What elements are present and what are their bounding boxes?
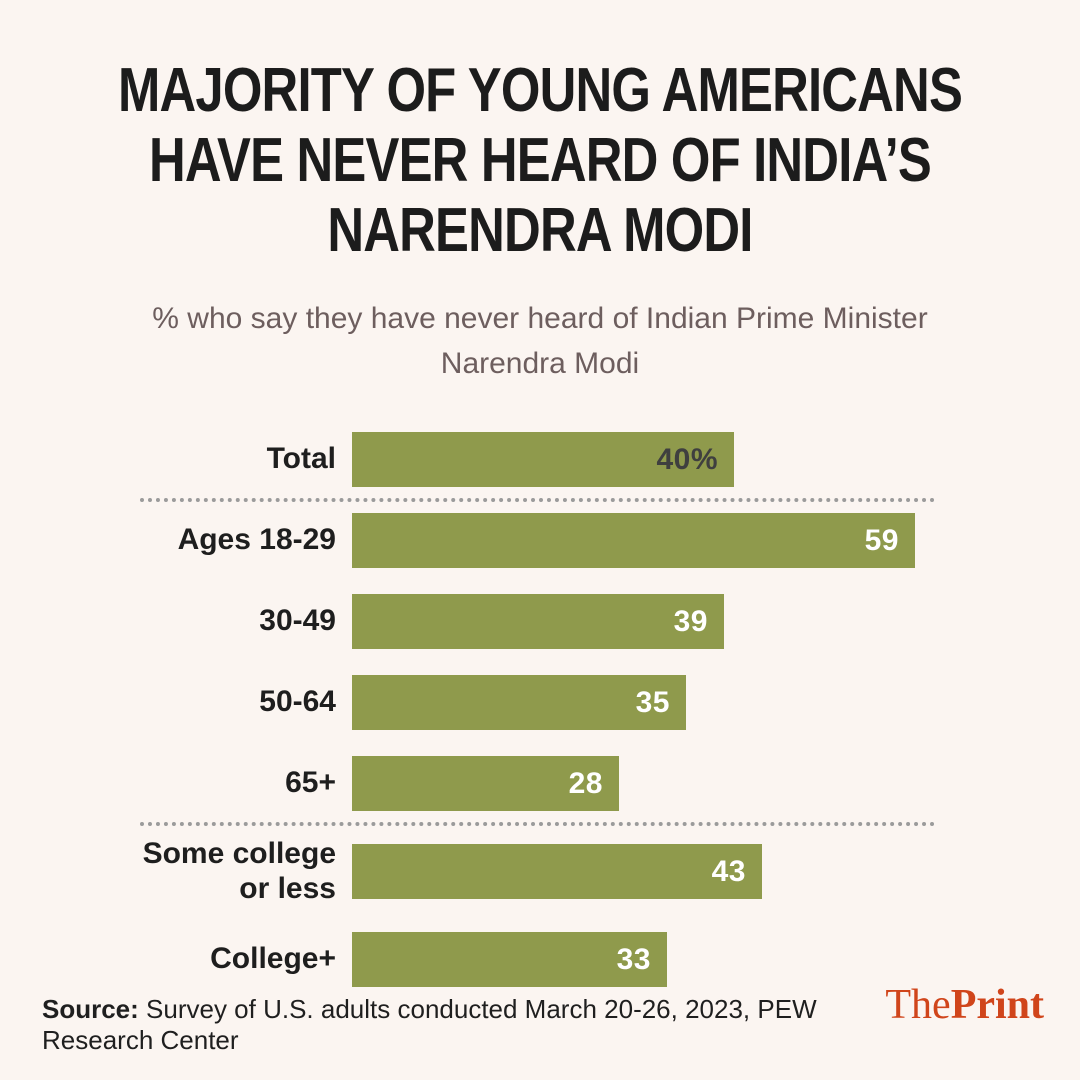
bar-chart: Total 40% Ages 18-29 59 30-49 39 50-64 35 65+ 28 S… [140, 432, 935, 988]
dotted-separator [140, 822, 935, 827]
bar: 40% [352, 432, 734, 488]
logo-print: Print [950, 982, 1044, 1028]
value-label: 39 [673, 604, 708, 638]
value-label: 35 [635, 685, 670, 719]
source-label: Source: [42, 994, 139, 1024]
value-label: 59 [864, 523, 899, 557]
category-label: College+ [210, 942, 336, 976]
chart-row: 65+ 28 [140, 756, 935, 812]
bar-track: 35 [352, 675, 935, 731]
category-label: Total [266, 442, 336, 476]
category-label: 50-64 [259, 685, 336, 719]
chart-row: Some college or less 43 [140, 837, 935, 906]
value-label: 40% [656, 442, 718, 476]
theprint-logo: ThePrint [885, 984, 1044, 1026]
category-label: Some college or less [142, 837, 336, 905]
category-label: Ages 18-29 [177, 523, 336, 557]
category-label: 30-49 [259, 604, 336, 638]
source-text: Survey of U.S. adults conducted March 20… [42, 994, 817, 1055]
bar-track: 43 [352, 844, 935, 900]
value-label: 43 [711, 854, 746, 888]
dotted-separator [140, 498, 935, 503]
chart-row: Ages 18-29 59 [140, 513, 935, 569]
footer: Source: Survey of U.S. adults conducted … [42, 984, 1044, 1056]
bar: 28 [352, 756, 619, 812]
chart-subtitle: % who say they have never heard of India… [152, 302, 928, 381]
category-label: 65+ [285, 766, 336, 800]
bar: 35 [352, 675, 686, 731]
bar-track: 33 [352, 932, 935, 988]
bar-track: 28 [352, 756, 935, 812]
value-label: 33 [616, 942, 651, 976]
bar-track: 59 [352, 513, 935, 569]
value-label: 28 [568, 766, 603, 800]
page-title: MAJORITY OF YOUNG AMERICANS HAVE NEVER H… [117, 56, 963, 266]
logo-the: The [885, 982, 951, 1028]
chart-row: Total 40% [140, 432, 935, 488]
bar: 43 [352, 844, 762, 900]
chart-row: 30-49 39 [140, 594, 935, 650]
chart-row: College+ 33 [140, 932, 935, 988]
bar-track: 39 [352, 594, 935, 650]
bar: 59 [352, 513, 915, 569]
bar: 39 [352, 594, 724, 650]
chart-row: 50-64 35 [140, 675, 935, 731]
source-note: Source: Survey of U.S. adults conducted … [42, 994, 885, 1056]
bar: 33 [352, 932, 667, 988]
bar-track: 40% [352, 432, 935, 488]
